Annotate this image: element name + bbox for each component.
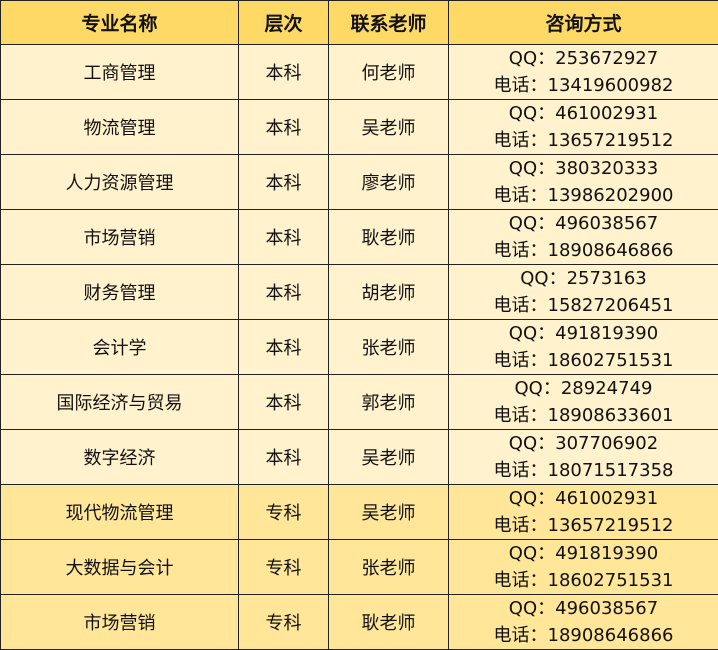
major-cell: 市场营销 <box>1 595 239 650</box>
phone-text: 电话：18908633601 <box>449 402 718 429</box>
teacher-cell: 张老师 <box>329 320 449 375</box>
header-level: 层次 <box>239 1 329 45</box>
major-cell: 大数据与会计 <box>1 540 239 595</box>
teacher-cell: 吴老师 <box>329 485 449 540</box>
phone-text: 电话：18602751531 <box>449 347 718 374</box>
teacher-cell: 吴老师 <box>329 430 449 485</box>
major-cell: 现代物流管理 <box>1 485 239 540</box>
phone-text: 电话：18071517358 <box>449 457 718 484</box>
qq-text: QQ：461002931 <box>449 485 718 512</box>
phone-text: 电话：13657219512 <box>449 512 718 539</box>
qq-text: QQ：496038567 <box>449 595 718 622</box>
qq-text: QQ：491819390 <box>449 320 718 347</box>
phone-text: 电话：18908646866 <box>449 622 718 649</box>
qq-text: QQ：496038567 <box>449 210 718 237</box>
major-cell: 财务管理 <box>1 265 239 320</box>
level-cell: 本科 <box>239 265 329 320</box>
teacher-cell: 耿老师 <box>329 595 449 650</box>
qq-text: QQ：253672927 <box>449 45 718 72</box>
level-cell: 专科 <box>239 540 329 595</box>
teacher-cell: 张老师 <box>329 540 449 595</box>
phone-text: 电话：18908646866 <box>449 237 718 264</box>
qq-text: QQ：380320333 <box>449 155 718 182</box>
phone-text: 电话：13419600982 <box>449 72 718 99</box>
header-contact: 咨询方式 <box>449 1 718 45</box>
major-cell: 会计学 <box>1 320 239 375</box>
header-major: 专业名称 <box>1 1 239 45</box>
qq-text: QQ：2573163 <box>449 265 718 292</box>
major-cell: 市场营销 <box>1 210 239 265</box>
level-cell: 本科 <box>239 320 329 375</box>
level-cell: 专科 <box>239 485 329 540</box>
teacher-cell: 廖老师 <box>329 155 449 210</box>
teacher-cell: 郭老师 <box>329 375 449 430</box>
teacher-cell: 何老师 <box>329 45 449 100</box>
qq-text: QQ：491819390 <box>449 540 718 567</box>
teacher-cell: 胡老师 <box>329 265 449 320</box>
level-cell: 本科 <box>239 155 329 210</box>
major-cell: 国际经济与贸易 <box>1 375 239 430</box>
header-row: 专业名称 层次 联系老师 咨询方式 <box>1 1 718 45</box>
level-cell: 本科 <box>239 210 329 265</box>
level-cell: 本科 <box>239 375 329 430</box>
teacher-cell: 吴老师 <box>329 100 449 155</box>
header-teacher: 联系老师 <box>329 1 449 45</box>
level-cell: 本科 <box>239 430 329 485</box>
major-cell: 工商管理 <box>1 45 239 100</box>
phone-text: 电话：18602751531 <box>449 567 718 594</box>
qq-text: QQ：461002931 <box>449 100 718 127</box>
phone-text: 电话：15827206451 <box>449 292 718 319</box>
major-cell: 数字经济 <box>1 430 239 485</box>
major-cell: 物流管理 <box>1 100 239 155</box>
major-cell: 人力资源管理 <box>1 155 239 210</box>
level-cell: 本科 <box>239 100 329 155</box>
teacher-cell: 耿老师 <box>329 210 449 265</box>
level-cell: 专科 <box>239 595 329 650</box>
qq-text: QQ：28924749 <box>449 375 718 402</box>
phone-text: 电话：13657219512 <box>449 127 718 154</box>
qq-text: QQ：307706902 <box>449 430 718 457</box>
level-cell: 本科 <box>239 45 329 100</box>
phone-text: 电话：13986202900 <box>449 182 718 209</box>
